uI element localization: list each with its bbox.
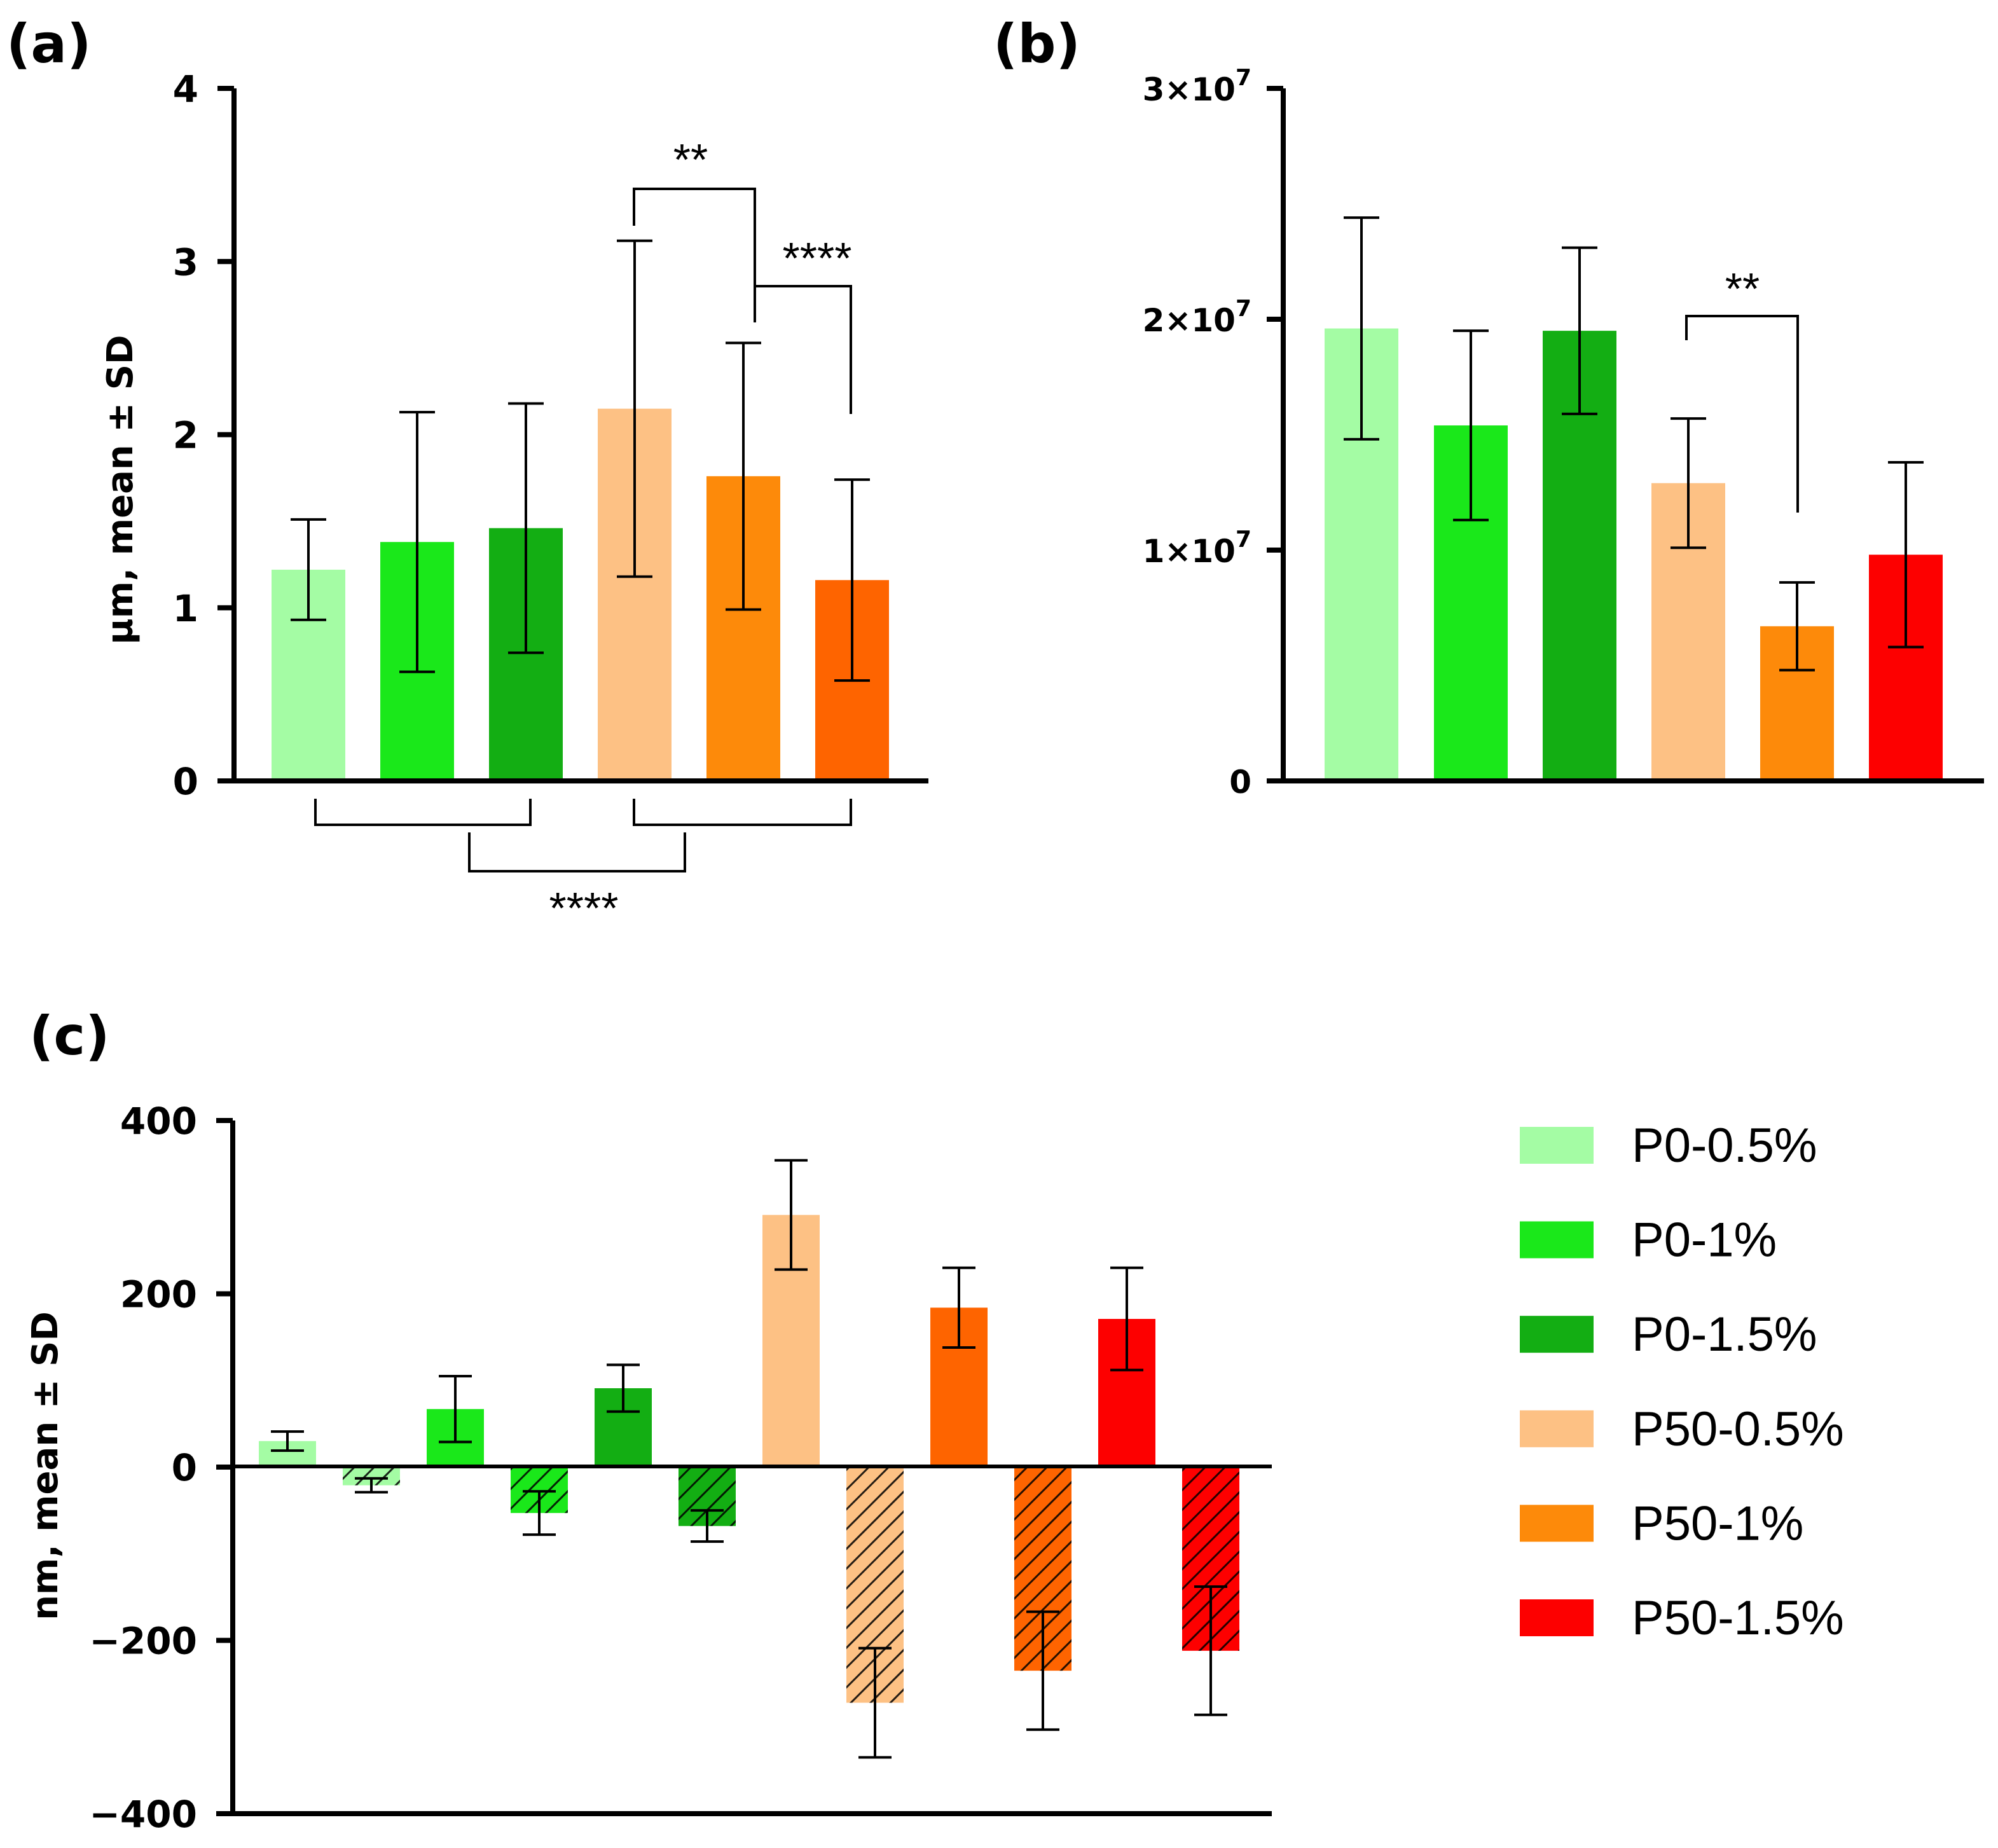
panel-b: (b) 0 1×107 2×107 3×107 ** [993,13,1984,801]
panel-a-ytick-label: 2 [173,414,198,457]
panel-c-errorbars [271,1159,1227,1759]
panel-b-errorbars [1344,216,1924,672]
legend-swatch-P50-0.5% [1520,1410,1594,1447]
panel-c: (c) nm, mean ± SD −400 −200 0 200 400 [25,1005,1272,1836]
panel-b-ytick-label: 2×107 [1143,296,1251,339]
panel-a-sig-bracket-1 [633,188,756,322]
legend-label-P0-1.5%: P0-1.5% [1632,1307,1817,1362]
panel-a-sig-label-2: **** [783,233,852,283]
panel-b-sig-bracket-1 [1685,315,1799,513]
legend-label-P0-1%: P0-1% [1632,1213,1777,1267]
legend-swatch-P0-1.5% [1520,1316,1594,1353]
panel-c-ytick-label: 0 [172,1446,197,1489]
panel-c-ylabel: nm, mean ± SD [25,1311,66,1620]
panel-b-label: (b) [993,13,1080,75]
panel-c-yticks: −400 −200 0 200 400 [89,1100,233,1836]
panel-a-sig-label-1: ** [673,135,708,184]
panel-a-label: (a) [6,13,91,75]
legend-label-P50-0.5%: P50-0.5% [1632,1402,1844,1456]
panel-c-ytick-label: 400 [120,1100,197,1143]
legend-label-P50-1%: P50-1% [1632,1496,1803,1550]
legend-label-P0-0.5%: P0-0.5% [1632,1119,1817,1173]
panel-b-yticks: 0 1×107 2×107 3×107 [1143,65,1283,801]
legend-swatch-P50-1% [1520,1505,1594,1542]
panel-a-ytick-label: 3 [173,240,198,284]
panel-c-ytick-label: −400 [89,1793,197,1836]
legend-swatch-P0-1% [1520,1221,1594,1258]
panel-a-group-bracket-p0 [314,799,532,826]
panel-a-ylabel: µm, mean ± SD [100,334,141,644]
panel-c-label: (c) [29,1005,110,1067]
legend-swatch-P50-1.5% [1520,1599,1594,1636]
panel-a-ytick-label: 0 [173,760,198,803]
panel-a-sig-label-3: **** [549,883,619,933]
panel-b-bars [1325,328,1943,781]
panel-b-ytick-label: 0 [1229,764,1251,801]
panel-b-ytick-label: 1×107 [1143,527,1251,570]
panel-a-errorbars [291,239,870,682]
legend-swatch-P0-0.5% [1520,1127,1594,1164]
panel-a-group-bracket-p50 [633,799,852,826]
panel-a-yticks: 0 1 2 3 4 [173,67,234,803]
panel-a-ytick-label: 4 [173,67,198,111]
panel-c-bars [259,1215,1239,1703]
legend-label-P50-1.5%: P50-1.5% [1632,1591,1844,1645]
panel-a: (a) µm, mean ± SD 0 1 2 3 4 ** **** **** [6,13,928,933]
panel-a-sig-bracket-3 [468,832,686,872]
panel-c-ytick-label: −200 [89,1620,197,1663]
legend: P0-0.5% P0-1% P0-1.5% P50-0.5% P50-1% P50-1.5… [1520,1119,1844,1645]
panel-b-sig-label-1: ** [1725,264,1760,314]
panel-c-ytick-label: 200 [120,1273,197,1316]
panel-a-ytick-label: 1 [173,587,198,630]
panel-b-ytick-label: 3×107 [1143,65,1251,108]
panel-a-sig-bracket-2 [755,285,852,414]
panel-a-bars [272,408,889,781]
